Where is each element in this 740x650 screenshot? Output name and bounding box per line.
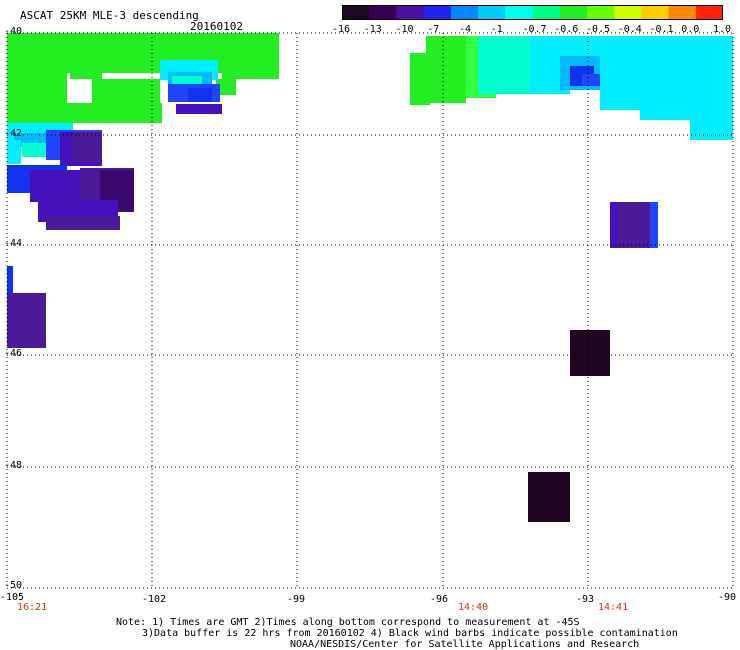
y-tick-label: -42 xyxy=(4,128,23,139)
colorbar-swatch xyxy=(505,5,534,20)
colorbar-labels: -16 -13 -10 -7 -4 -1 -0.7 -0.6 -0.5 -0.4 -0.1 0.0 1.… xyxy=(322,24,740,38)
time-label: 14:41 xyxy=(598,602,629,613)
wind-cell xyxy=(188,88,212,102)
colorbar-swatch xyxy=(369,5,398,20)
colorbar xyxy=(342,5,723,20)
wind-cell xyxy=(7,103,162,123)
colorbar-tick-label: -0.5 xyxy=(586,24,611,35)
time-label: 16:21 xyxy=(17,602,48,613)
wind-cell xyxy=(7,293,46,348)
map-title: ASCAT 25KM MLE-3 descending xyxy=(20,9,199,22)
colorbar-frame xyxy=(342,5,723,20)
colorbar-swatch xyxy=(586,5,615,20)
wind-cell xyxy=(22,143,50,157)
colorbar-swatch xyxy=(342,5,370,20)
x-tick-label: -105 xyxy=(0,592,25,603)
wind-cell xyxy=(222,73,279,79)
wind-cell xyxy=(528,472,570,522)
y-tick-label: -40 xyxy=(4,26,23,37)
wind-cell xyxy=(72,132,102,162)
wind-cell xyxy=(216,79,236,95)
y-tick-label: -48 xyxy=(4,460,23,471)
x-tick-label: -96 xyxy=(430,594,449,605)
wind-cell xyxy=(610,202,618,248)
y-tick-label: -44 xyxy=(4,238,23,249)
wind-cell xyxy=(70,73,102,79)
colorbar-swatch xyxy=(396,5,425,20)
colorbar-tick-label: -16 xyxy=(332,24,351,35)
x-tick-label: -90 xyxy=(718,592,737,603)
wind-cell xyxy=(7,73,67,103)
wind-cell xyxy=(7,33,279,73)
wind-cell xyxy=(478,36,538,94)
wind-cell xyxy=(7,266,13,296)
colorbar-tick-label: -13 xyxy=(363,24,382,35)
colorbar-tick-label: 1.0 xyxy=(713,24,732,35)
note-line-3: NOAA/NESDIS/Center for Satellite Applica… xyxy=(290,639,640,650)
time-label: 14:40 xyxy=(458,602,489,613)
colorbar-swatch xyxy=(641,5,670,20)
colorbar-tick-label: -10 xyxy=(395,24,414,35)
colorbar-swatch xyxy=(614,5,642,20)
wind-cell xyxy=(172,76,202,86)
colorbar-tick-label: -0.1 xyxy=(649,24,674,35)
wind-cell xyxy=(7,140,21,164)
x-tick-label: -93 xyxy=(576,594,595,605)
wind-cell xyxy=(92,79,160,103)
colorbar-tick-label: -7 xyxy=(427,24,440,35)
colorbar-swatch xyxy=(559,5,588,20)
colorbar-swatch xyxy=(450,5,479,20)
colorbar-tick-label: -0.7 xyxy=(522,24,547,35)
colorbar-tick-label: 0.0 xyxy=(681,24,700,35)
wind-cell xyxy=(600,36,733,110)
note-line-2: 3)Data buffer is 22 hrs from 20160102 4)… xyxy=(142,628,678,639)
wind-cell xyxy=(426,36,466,103)
colorbar-tick-label: -1 xyxy=(490,24,503,35)
colorbar-swatch xyxy=(478,5,506,20)
colorbar-swatch xyxy=(423,5,452,20)
wind-cell xyxy=(46,216,120,230)
y-tick-label: -46 xyxy=(4,348,23,359)
wind-cell xyxy=(176,104,222,114)
colorbar-swatch xyxy=(668,5,697,20)
map-date: 20160102 xyxy=(190,20,243,33)
colorbar-tick-label: -4 xyxy=(459,24,472,35)
wind-cell xyxy=(650,202,658,248)
x-tick-label: -102 xyxy=(142,594,167,605)
colorbar-swatch xyxy=(532,5,561,20)
wind-cell xyxy=(570,330,610,376)
note-line-1: Note: 1) Times are GMT 2)Times along bot… xyxy=(116,617,580,628)
x-tick-label: -99 xyxy=(287,594,306,605)
y-tick-label: -50 xyxy=(4,580,23,591)
colorbar-swatch xyxy=(695,5,723,20)
wind-cell xyxy=(410,53,430,105)
wind-cell xyxy=(582,74,602,86)
colorbar-tick-label: -0.4 xyxy=(617,24,642,35)
colorbar-tick-label: -0.6 xyxy=(554,24,579,35)
